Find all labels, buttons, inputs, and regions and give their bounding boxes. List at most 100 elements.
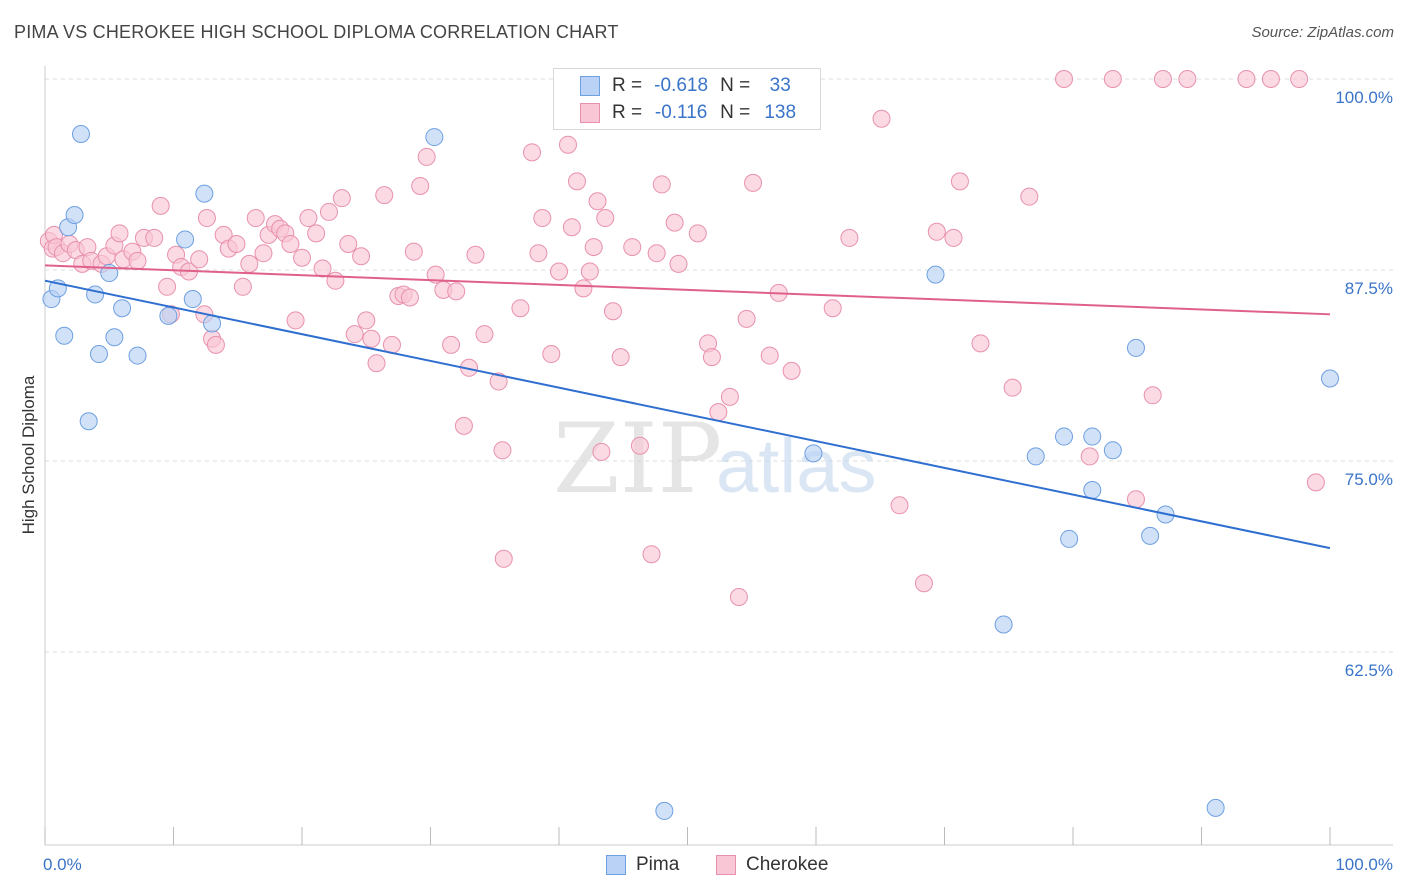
cherokee-point xyxy=(494,549,513,568)
legend-row-pima: R = -0.618 N = 33 xyxy=(554,73,810,99)
cherokee-point xyxy=(782,361,801,380)
pima-point xyxy=(1083,481,1102,500)
y-tick-label: 87.5% xyxy=(1345,279,1393,298)
cherokee-point xyxy=(286,311,305,330)
cherokee-point xyxy=(523,143,542,162)
cherokee-point xyxy=(254,244,273,263)
pima-point xyxy=(89,345,108,364)
cherokee-point xyxy=(326,271,345,290)
cherokee-point xyxy=(760,346,779,365)
cherokee-point xyxy=(647,244,666,263)
cherokee-point xyxy=(1103,70,1122,88)
cherokee-point xyxy=(580,262,599,281)
legend-item-cherokee[interactable]: Cherokee xyxy=(716,852,828,878)
pima-point xyxy=(1055,427,1074,446)
cherokee-point xyxy=(1306,473,1325,492)
cherokee-legend-label: Cherokee xyxy=(746,854,829,875)
cherokee-point xyxy=(281,235,300,254)
watermark-atlas: atlas xyxy=(716,424,877,509)
cherokee-point xyxy=(944,228,963,247)
cherokee-point xyxy=(1055,70,1074,88)
pima-point xyxy=(65,205,84,224)
legend-row-cherokee: R = -0.116 N = 138 xyxy=(554,100,810,126)
cherokee-point xyxy=(1143,386,1162,405)
pima-point xyxy=(159,306,178,325)
cherokee-point xyxy=(737,309,756,328)
cherokee-point xyxy=(927,222,946,241)
cherokee-point xyxy=(611,348,630,367)
pima-swatch xyxy=(580,76,600,96)
cherokee-point xyxy=(669,254,688,273)
pima-points xyxy=(42,125,1339,820)
cherokee-point xyxy=(345,325,364,344)
cherokee-r-value: -0.116 xyxy=(654,102,708,123)
cherokee-legend-swatch xyxy=(716,855,736,875)
cherokee-point xyxy=(307,224,326,243)
cherokee-point xyxy=(1290,70,1309,88)
cherokee-point xyxy=(872,109,891,128)
cherokee-point xyxy=(1153,70,1172,88)
cherokee-point xyxy=(233,277,252,296)
y-tick-label: 75.0% xyxy=(1345,470,1393,489)
y-tick-label: 62.5% xyxy=(1345,661,1393,680)
cherokee-n-value: 138 xyxy=(764,102,797,123)
cherokee-point xyxy=(729,587,748,606)
cherokee-point xyxy=(558,135,577,154)
pima-point xyxy=(1321,369,1339,388)
cherokee-point xyxy=(417,147,436,166)
pima-point xyxy=(994,615,1013,634)
cherokee-point xyxy=(206,335,225,354)
pima-point xyxy=(55,326,74,345)
cherokee-point xyxy=(567,172,586,191)
pima-point xyxy=(195,184,214,203)
pima-point xyxy=(926,265,945,284)
cherokee-point xyxy=(623,238,642,257)
pima-point xyxy=(1206,798,1225,817)
cherokee-point xyxy=(574,279,593,298)
cherokee-point xyxy=(293,248,311,267)
pima-point xyxy=(1141,526,1160,545)
cherokee-point xyxy=(375,186,394,205)
cherokee-point xyxy=(1080,447,1099,466)
cherokee-point xyxy=(128,251,147,270)
cherokee-point xyxy=(823,299,842,318)
cherokee-point xyxy=(197,209,216,228)
axes xyxy=(44,66,1393,846)
cherokee-point xyxy=(319,202,338,221)
pima-point xyxy=(1083,427,1102,446)
cherokee-point xyxy=(352,247,371,266)
stats-legend: R = -0.618 N = 33 R = -0.116 N = 138 xyxy=(553,68,821,130)
tick-labels: 62.5% 75.0% 87.5% 100.0% 0.0% 100.0% High Scho… xyxy=(19,88,1393,874)
pima-legend-swatch xyxy=(606,855,626,875)
cherokee-point xyxy=(367,354,386,373)
pima-point xyxy=(86,285,105,304)
cherokee-point xyxy=(550,262,568,281)
cherokee-point xyxy=(442,335,461,354)
pima-trend-line xyxy=(44,279,1331,550)
cherokee-swatch xyxy=(580,103,600,123)
pima-r-label: R = xyxy=(612,75,643,96)
cherokee-point xyxy=(562,218,581,237)
cherokee-point xyxy=(744,173,763,192)
pima-point xyxy=(1026,447,1045,466)
cherokee-point xyxy=(246,209,265,228)
cherokee-point xyxy=(1126,490,1145,509)
cherokee-point xyxy=(1178,70,1197,88)
cherokee-points xyxy=(39,70,1325,606)
cherokee-point xyxy=(190,250,209,269)
pima-point xyxy=(1126,338,1145,357)
cherokee-n-label: N = xyxy=(720,102,751,123)
cherokee-point xyxy=(588,192,607,211)
cherokee-point xyxy=(584,238,603,257)
cherokee-point xyxy=(533,209,552,228)
pima-legend-label: Pima xyxy=(636,854,680,875)
legend-item-pima[interactable]: Pima xyxy=(606,852,679,878)
x-tick-label: 0.0% xyxy=(43,855,82,874)
cherokee-point xyxy=(1020,187,1039,206)
cherokee-point xyxy=(1003,378,1022,397)
cherokee-point xyxy=(110,224,129,243)
cherokee-point xyxy=(493,441,512,460)
cherokee-point xyxy=(720,387,739,406)
pima-n-value: 33 xyxy=(769,75,791,96)
